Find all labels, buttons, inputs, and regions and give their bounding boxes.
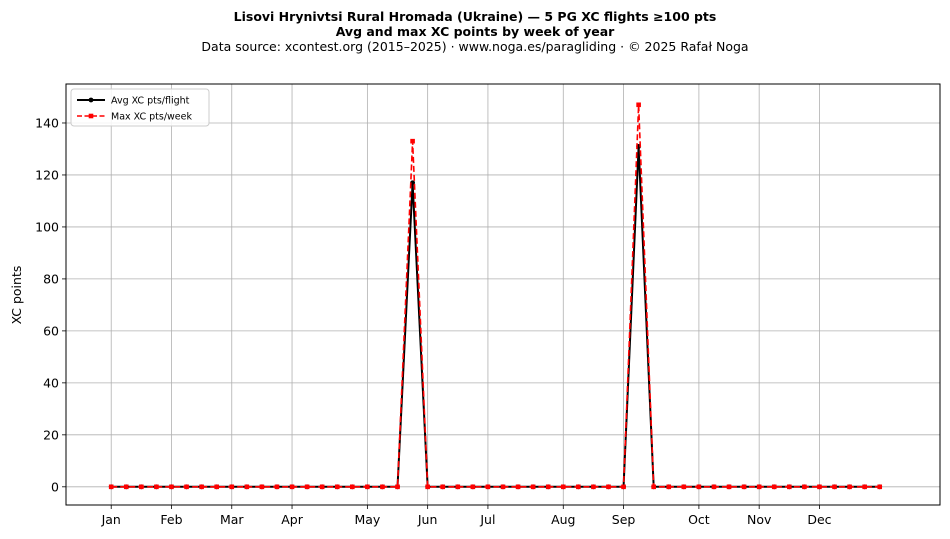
- max-series-point: [154, 484, 159, 490]
- max-series-point: [139, 484, 144, 490]
- max-series-point: [651, 484, 656, 490]
- max-series-point: [108, 484, 114, 490]
- y-tick-label: 100: [35, 219, 59, 234]
- max-series-point: [169, 484, 174, 490]
- max-series-point: [847, 484, 852, 490]
- x-tick-label: Oct: [688, 512, 710, 527]
- max-series-point: [515, 484, 521, 490]
- max-series-point: [771, 484, 777, 490]
- legend-box: [70, 88, 210, 127]
- max-series-point: [229, 484, 235, 490]
- max-series-point: [560, 484, 566, 490]
- max-series-point: [199, 484, 204, 490]
- max-series-point: [214, 484, 219, 490]
- max-series-point: [606, 484, 611, 490]
- max-series-point: [500, 484, 506, 490]
- max-series-point: [802, 484, 807, 490]
- x-tick-label: Feb: [160, 512, 182, 527]
- max-series-point: [365, 484, 370, 490]
- chart-subtitle: Avg and max XC points by week of year: [335, 24, 615, 39]
- chart-source-note: Data source: xcontest.org (2015–2025) · …: [201, 39, 749, 54]
- x-tick-label: Jun: [417, 512, 438, 527]
- max-series-point: [666, 484, 672, 490]
- max-series-point: [636, 102, 641, 108]
- x-axis: Jan Feb Mar Apr May Jun Jul Aug Sep Oct Nov Dec: [101, 505, 832, 527]
- grid-lines: [66, 84, 940, 505]
- y-tick-label: 40: [43, 375, 59, 390]
- legend-entry-label: Avg XC pts/flight: [111, 96, 190, 107]
- max-series-point: [244, 484, 250, 490]
- max-series-point: [756, 484, 762, 490]
- max-series-point: [350, 484, 355, 490]
- legend-swatch-marker: [88, 97, 94, 103]
- max-series-point: [259, 484, 265, 490]
- max-series-point: [274, 484, 280, 490]
- max-series-point: [741, 484, 747, 490]
- max-series-point: [787, 484, 792, 490]
- max-series-point: [289, 484, 295, 490]
- max-series-point: [621, 484, 626, 490]
- x-tick-label: Jan: [101, 512, 121, 527]
- x-tick-label: May: [354, 512, 380, 527]
- max-series-point: [545, 484, 551, 490]
- max-series-point: [681, 484, 687, 490]
- y-tick-label: 60: [43, 323, 59, 338]
- y-tick-label: 140: [35, 115, 59, 130]
- y-axis-label: XC points: [9, 266, 24, 325]
- x-tick-label: Apr: [281, 512, 303, 527]
- y-tick-label: 80: [43, 271, 59, 286]
- max-series-point: [304, 484, 310, 490]
- max-series-point: [726, 484, 732, 490]
- chart-titles: Lisovi Hrynivtsi Rural Hromada (Ukraine)…: [0, 9, 950, 55]
- y-tick-label: 120: [35, 167, 59, 182]
- chart-title: Lisovi Hrynivtsi Rural Hromada (Ukraine)…: [233, 9, 717, 24]
- x-tick-label: Dec: [807, 512, 831, 527]
- max-series-point: [832, 484, 837, 490]
- max-series-point: [877, 484, 883, 490]
- x-tick-label: Sep: [612, 512, 636, 527]
- max-series-line: [111, 103, 880, 488]
- max-series-point: [817, 484, 822, 490]
- avg-series-line: [111, 145, 880, 488]
- max-series-point: [470, 484, 476, 490]
- plot-frame: [65, 83, 941, 506]
- legend-swatch-marker: [88, 113, 94, 119]
- x-tick-label: Mar: [220, 512, 244, 527]
- max-series-point: [440, 484, 446, 490]
- max-series-point: [425, 484, 430, 490]
- max-series-point: [395, 484, 400, 490]
- max-series-point: [485, 484, 491, 490]
- max-series-point: [696, 484, 702, 490]
- max-series-point: [711, 484, 717, 490]
- max-series-point: [591, 484, 596, 490]
- max-series-point: [184, 484, 189, 490]
- x-tick-label: Jul: [479, 512, 495, 527]
- max-series-point: [862, 484, 867, 490]
- x-tick-label: Nov: [747, 512, 772, 527]
- max-series-point: [319, 484, 325, 490]
- max-series-point: [530, 484, 536, 490]
- max-series-point: [576, 484, 581, 490]
- x-tick-label: Aug: [551, 512, 575, 527]
- max-series-point: [123, 484, 129, 490]
- y-axis: 0 20 40 60 80 100 120 140: [35, 115, 66, 494]
- max-series-point: [380, 484, 385, 490]
- max-series-point: [455, 484, 461, 490]
- y-tick-label: 20: [43, 427, 59, 442]
- series-layer: [108, 102, 883, 490]
- max-series-point: [410, 138, 415, 144]
- legend: Avg XC pts/flight Max XC pts/week: [70, 88, 210, 127]
- max-series-point: [334, 484, 340, 490]
- y-tick-label: 0: [51, 479, 59, 494]
- legend-entry-label: Max XC pts/week: [111, 112, 192, 123]
